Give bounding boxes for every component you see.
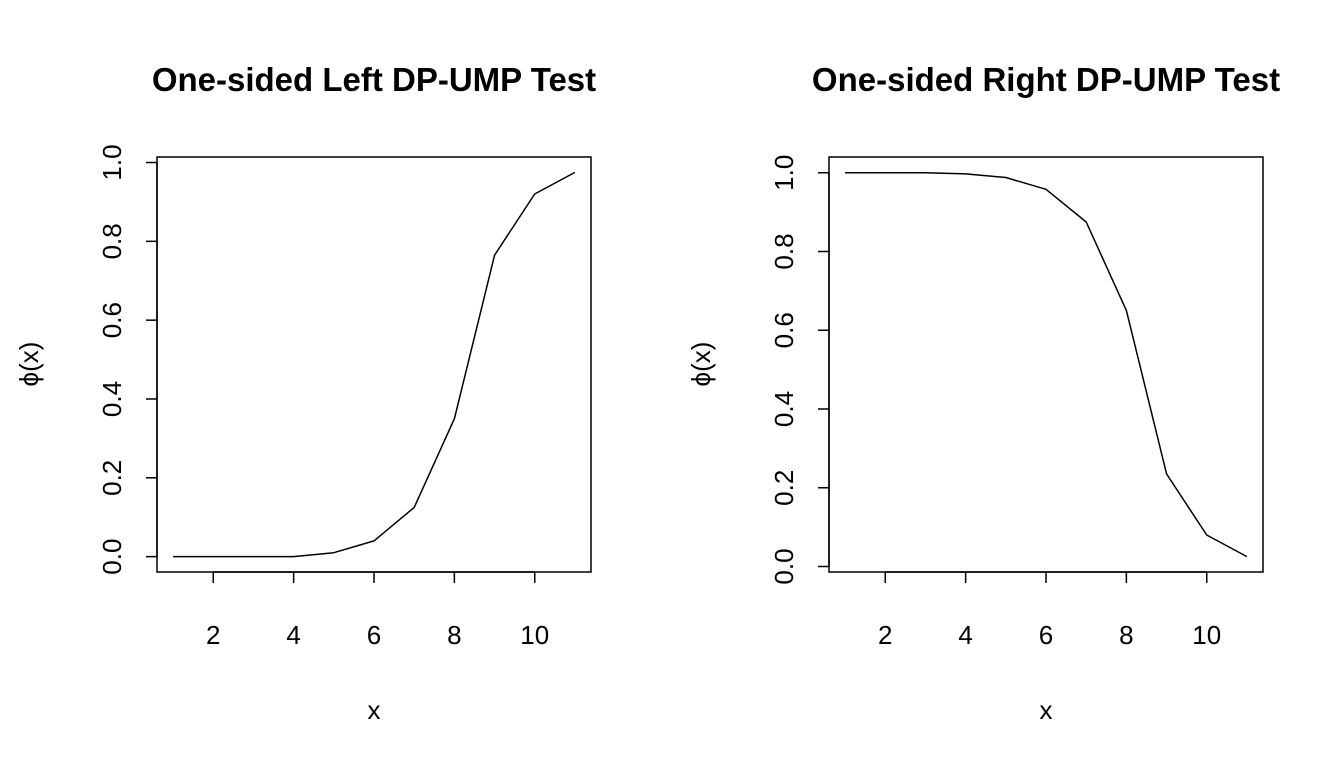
x-tick-label: 8 [447,620,461,650]
y-tick-label: 1.0 [769,155,799,191]
chart-title: One-sided Right DP-UMP Test [812,61,1280,98]
series-group [173,172,575,556]
plot-frame [829,157,1263,572]
y-tick-label: 0.4 [769,391,799,427]
series-line [173,172,575,556]
y-tick-label: 0.4 [97,381,127,417]
y-axis: 0.0 0.2 0.4 0.6 0.8 1.0 [97,144,157,574]
y-tick-label: 0.8 [769,233,799,269]
left-panel: One-sided Left DP-UMP Test 2 4 6 8 10 0.0 0.2… [14,61,596,725]
y-tick-label: 0.2 [97,460,127,496]
y-tick-label: 0.6 [769,312,799,348]
x-axis: 2 4 6 8 10 [878,572,1221,650]
x-tick-label: 6 [1039,620,1053,650]
x-tick-label: 2 [878,620,892,650]
y-tick-label: 1.0 [97,144,127,180]
x-axis-label: x [1040,695,1053,725]
y-tick-label: 0.0 [97,539,127,575]
x-axis: 2 4 6 8 10 [206,572,549,650]
x-tick-label: 6 [367,620,381,650]
series-line [845,173,1247,557]
plot-frame [157,157,591,572]
x-tick-label: 4 [286,620,300,650]
x-tick-label: 8 [1119,620,1133,650]
x-axis-label: x [368,695,381,725]
x-tick-label: 10 [520,620,549,650]
y-axis-label: ϕ(x) [686,342,716,387]
chart-title: One-sided Left DP-UMP Test [152,61,596,98]
y-axis-label: ϕ(x) [14,342,44,387]
y-tick-label: 0.2 [769,470,799,506]
series-group [845,173,1247,557]
x-tick-label: 4 [958,620,972,650]
x-tick-label: 10 [1192,620,1221,650]
y-tick-label: 0.8 [97,223,127,259]
y-tick-label: 0.0 [769,548,799,584]
y-axis: 0.0 0.2 0.4 0.6 0.8 1.0 [769,155,829,585]
y-tick-label: 0.6 [97,302,127,338]
x-tick-label: 2 [206,620,220,650]
